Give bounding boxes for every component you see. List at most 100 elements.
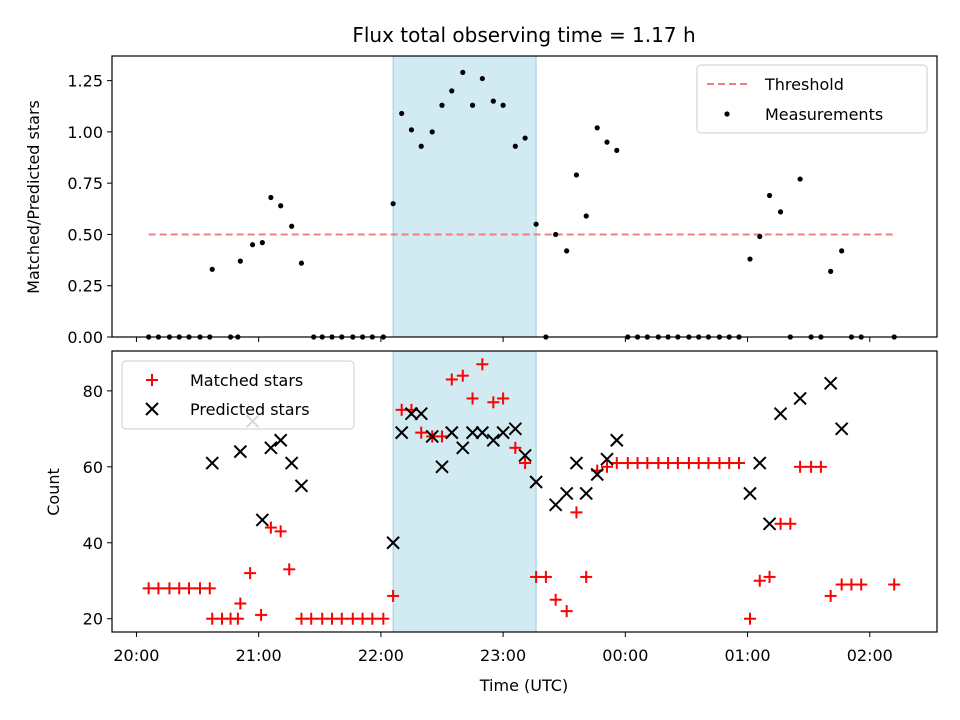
matched-star-point: [601, 460, 613, 473]
predicted-star-point: [386, 536, 400, 550]
measurement-point: [766, 192, 773, 199]
measurement-point: [237, 258, 243, 264]
matched-star-point: [560, 605, 573, 618]
observing-span-shade: [392, 55, 537, 338]
measurement-point: [512, 143, 518, 149]
measurement-point: [777, 209, 784, 215]
measurement-point: [249, 242, 256, 248]
matched-star-point: [183, 582, 195, 595]
predicted-star-point: [743, 486, 757, 501]
matched-star-point: [387, 589, 400, 602]
measurement-point: [553, 231, 559, 238]
y-tick-label: 0.25: [67, 277, 103, 296]
ratio-legend-box: [696, 64, 928, 134]
matched-star-point: [497, 392, 510, 405]
measurement-point: [439, 102, 445, 108]
matched-star-point: [610, 457, 623, 470]
matched-star-point: [436, 430, 448, 443]
measurement-point: [828, 268, 834, 274]
y-tick-label: 0.75: [67, 174, 103, 193]
y-tick-label: 80: [83, 382, 103, 401]
observing-span-shade: [392, 350, 537, 633]
predicted-star-point: [445, 425, 459, 440]
measurement-point: [289, 223, 295, 229]
predicted-star-point: [496, 425, 510, 440]
measurement-point: [747, 256, 753, 262]
predicted-star-point: [435, 460, 449, 474]
y-tick-label: 0.00: [67, 328, 103, 347]
chart-title: Flux total observing time = 1.17 h: [352, 23, 695, 47]
predicted-star-point: [569, 456, 584, 470]
legend-predicted-label: Predicted stars: [190, 400, 310, 419]
y-tick-label: 20: [83, 610, 103, 629]
ratio-legend: Threshold Measurements: [696, 64, 928, 134]
predicted-star-point: [579, 486, 593, 501]
matched-star-point: [824, 589, 837, 602]
predicted-star-point: [518, 448, 532, 463]
matched-star-point: [366, 612, 379, 625]
predicted-star-point: [610, 433, 624, 447]
measurement-point: [479, 75, 485, 82]
measurement-point: [469, 102, 476, 108]
matched-star-point: [539, 570, 552, 583]
measurement-point: [408, 127, 415, 133]
x-tick-label: 23:00: [480, 646, 526, 665]
measurement-point: [298, 260, 305, 266]
measurement-point: [399, 110, 405, 117]
matched-star-point: [580, 570, 593, 583]
predicted-star-point: [753, 456, 767, 470]
legend-measurements-swatch: [724, 111, 730, 117]
measurement-point: [583, 213, 589, 219]
measurement-point: [278, 203, 284, 209]
measurement-point: [460, 69, 466, 76]
y-tick-label: 0.50: [67, 225, 103, 244]
y-tick-label: 1.00: [67, 123, 103, 142]
measurement-point: [418, 143, 424, 149]
matched-star-point: [415, 426, 428, 439]
matched-star-point: [466, 392, 479, 405]
predicted-star-point: [486, 433, 501, 447]
measurement-point: [797, 176, 803, 182]
predicted-star-point: [456, 441, 470, 455]
measurement-point: [614, 147, 620, 153]
predicted-star-point: [559, 486, 574, 501]
count-legend: Matched stars Predicted stars: [121, 360, 355, 430]
matched-star-point: [763, 570, 776, 583]
measurement-point: [259, 240, 265, 246]
predicted-star-point: [255, 513, 270, 527]
y-tick-label: 60: [83, 458, 103, 477]
matched-star-point: [744, 612, 756, 625]
x-tick-label: 01:00: [725, 646, 771, 665]
matched-star-point: [456, 369, 469, 382]
matched-star-point: [244, 567, 257, 580]
legend-measurements-label: Measurements: [765, 105, 883, 124]
predicted-star-point: [773, 406, 788, 421]
legend-predicted-swatch: [145, 402, 159, 416]
measurement-point: [757, 233, 763, 240]
predicted-star-point: [529, 475, 543, 489]
predicted-star-point: [600, 452, 614, 466]
count-panel: 20 40 60 80 Count Matched stars Predicted s…: [44, 350, 938, 637]
predicted-star-point: [404, 406, 419, 421]
matched-star-point: [476, 358, 489, 371]
matched-star-point: [264, 521, 277, 534]
matched-star-point: [255, 608, 268, 621]
measurement-point: [573, 172, 580, 178]
ratio-y-axis-label: Matched/Predicted stars: [24, 100, 43, 294]
matched-star-point: [794, 460, 807, 473]
predicted-star-point: [284, 456, 299, 470]
matched-star-point: [641, 457, 654, 470]
measurement-point: [490, 98, 496, 104]
measurement-point: [449, 88, 455, 94]
predicted-star-point: [465, 425, 480, 440]
x-tick-label: 02:00: [847, 646, 893, 665]
x-axis-label: Time (UTC): [479, 676, 568, 695]
count-panel-frame: [111, 350, 938, 633]
predicted-star-point: [508, 422, 523, 436]
legend-matched-swatch: [146, 374, 158, 386]
matched-star-point: [855, 578, 868, 591]
predicted-star-point: [823, 376, 838, 390]
x-tick-label: 22:00: [358, 646, 404, 665]
legend-matched-label: Matched stars: [190, 371, 303, 390]
